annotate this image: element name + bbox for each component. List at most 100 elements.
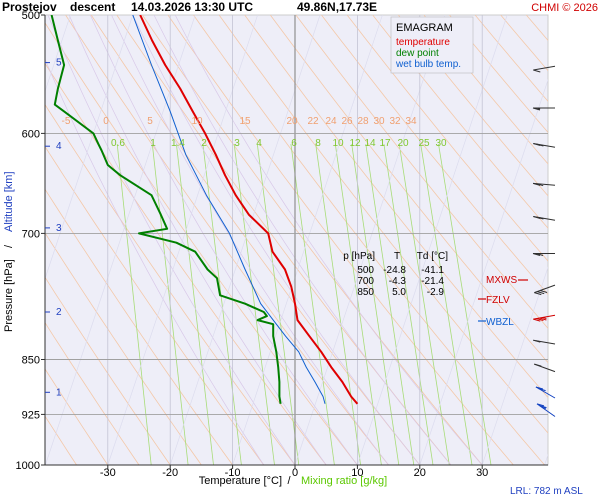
mixing-ratio-line: [116, 144, 152, 465]
dry-adiabat-line: [423, 15, 548, 165]
dry-adiabat-line: [142, 15, 483, 465]
x-tick-label: -30: [100, 467, 116, 479]
level-wbzl-label: WBZL: [486, 317, 514, 328]
dry-adiabat-line: [397, 15, 548, 197]
dry-adiabat-line: [578, 15, 600, 465]
wind-barb-half-feather: [536, 340, 541, 343]
mixing-ratio-line: [351, 144, 400, 465]
mixing-ratio-line: [420, 144, 473, 465]
x-tick-label: 20: [414, 467, 426, 479]
pressure-tick-label: 1000: [16, 460, 40, 472]
table-row-850-t: 5.0: [392, 287, 406, 298]
dry-adiabat-label: 20: [286, 116, 298, 127]
dry-adiabat-label: 22: [307, 116, 319, 127]
dry-adiabat-label: 34: [405, 116, 417, 127]
moist-adiabat-line: [153, 15, 452, 465]
dry-adiabat-line: [45, 368, 109, 465]
wind-barb-staff: [533, 65, 556, 71]
wind-barb-feather: [537, 291, 545, 295]
ylabel-separator: /: [3, 244, 15, 248]
dry-adiabat-line: [244, 15, 548, 399]
mixing-ratio-line: [233, 144, 275, 465]
mixing-ratio-label: 10: [332, 138, 344, 149]
table-row-700-t: -4.3: [389, 276, 407, 287]
legend-title: EMAGRAM: [396, 22, 453, 34]
x-tick-label: 0: [292, 467, 298, 479]
mixing-ratio-label: 25: [418, 138, 430, 149]
level-mxws-label: MXWS: [486, 275, 517, 286]
moist-adiabat-line: [111, 15, 389, 465]
isotherm-line: [481, 266, 548, 465]
mixing-ratio-line: [383, 144, 434, 465]
title-coords: 49.86N,17.73E: [297, 0, 377, 14]
dry-adiabat-line: [45, 321, 140, 465]
x-tick-label: -10: [225, 467, 241, 479]
mixing-ratio-label: 4: [256, 138, 262, 149]
pressure-tick-label: 600: [22, 128, 40, 140]
ylabel-pressure: Pressure [hPa]: [3, 259, 15, 332]
dry-adiabat-line: [346, 15, 548, 262]
mixing-ratio-label: 3: [234, 138, 240, 149]
wind-barb-feather: [536, 143, 544, 147]
dry-adiabat-label: 30: [373, 116, 385, 127]
dry-adiabat-line: [295, 15, 548, 329]
lrl-footer: LRL: 782 m ASL: [510, 486, 583, 497]
mixing-ratio-line: [256, 144, 300, 465]
table-row-500-t: -24.8: [383, 265, 406, 276]
plot-background: [44, 14, 549, 466]
altitude-tick-label: 1: [56, 387, 62, 398]
curve-layer: [50, 15, 359, 405]
legend-wet-bulb: wet bulb temp.: [395, 59, 461, 70]
moist-adiabat-line: [174, 15, 483, 465]
wind-barb-feather: [536, 318, 544, 321]
mixing-ratio-line: [365, 144, 415, 465]
wind-barb: [536, 403, 556, 417]
x-tick-label: 30: [476, 467, 488, 479]
mixing-ratio-line: [334, 144, 382, 465]
table-row-700-p: 700: [357, 276, 374, 287]
mixing-ratio-line: [202, 144, 242, 465]
mixing-ratio-label: 6: [291, 138, 297, 149]
dry-adiabat-label: 10: [191, 116, 203, 127]
wind-barb: [532, 253, 555, 256]
wind-barb-half-feather: [542, 317, 547, 319]
wind-barb-feather: [536, 403, 545, 407]
wind-barb-feather: [532, 182, 541, 186]
isotherm-line: [0, 15, 8, 465]
dry-adiabat-label: 26: [341, 116, 353, 127]
x-tick-label: -20: [162, 467, 178, 479]
dry-adiabat-label: 5: [147, 116, 153, 127]
dry-adiabat-label: 32: [389, 116, 401, 127]
wind-barb: [533, 143, 556, 148]
altitude-tick-label: 2: [56, 307, 62, 318]
wind-barb-feather: [532, 107, 541, 111]
xlabel-temperature: Temperature [°C]: [199, 475, 282, 487]
table-row-500-p: 500: [357, 265, 374, 276]
dry-adiabat-label: 24: [325, 116, 337, 127]
table-row-850-td: -2.9: [427, 287, 445, 298]
wind-barb-feather: [539, 317, 547, 321]
wind-barb-half-feather: [535, 107, 541, 110]
mixing-ratio-label: 12: [349, 138, 361, 149]
wind-barb-feather: [535, 386, 544, 390]
dry-adiabat-line: [65, 15, 389, 465]
title-station: Prostejov: [2, 0, 57, 14]
dry-adiabat-label: -5: [62, 116, 71, 127]
dry-adiabat-line: [449, 15, 548, 133]
wind-barb: [534, 363, 556, 373]
dry-adiabat-line: [193, 15, 545, 465]
table-row-700-td: -21.4: [421, 276, 444, 287]
legend-temperature: temperature: [396, 37, 450, 48]
wind-barb: [532, 182, 556, 187]
dry-adiabat-line: [90, 15, 421, 465]
wind-barb-feather: [536, 183, 544, 187]
wind-barb-feather: [535, 253, 544, 256]
wind-barbs: [532, 65, 556, 417]
wind-barb-half-feather: [541, 406, 547, 409]
title-datetime: 14.03.2026 13:30 UTC: [131, 0, 253, 14]
wind-barb-feather: [534, 363, 542, 367]
x-tick-label: 10: [351, 467, 363, 479]
mixing-ratio-label: 2: [201, 138, 207, 149]
altitude-tick-label: 5: [56, 58, 62, 69]
